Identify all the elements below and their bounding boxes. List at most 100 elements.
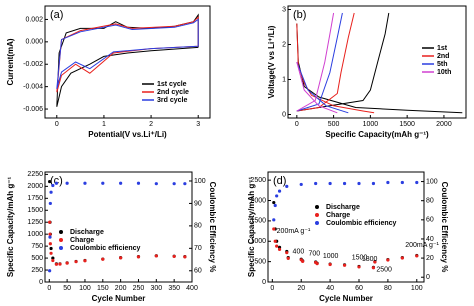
y2-axis-label: Coulombic Efficiency % — [440, 182, 449, 273]
x-tick-label: 50 — [63, 285, 71, 292]
annotation: 1000 — [323, 253, 339, 260]
y-tick-label: 1 — [282, 76, 286, 83]
data-point — [371, 181, 376, 186]
data-point — [272, 218, 276, 222]
y-tick-label: 0.002 — [25, 16, 43, 23]
data-point — [172, 182, 176, 186]
y-tick-label: 1250 — [27, 219, 43, 226]
y2-tick-label: 100 — [426, 178, 438, 185]
legend-label: 5th — [437, 61, 448, 68]
data-point — [285, 184, 289, 188]
y-tick-label: 1500 — [250, 218, 266, 225]
y2-tick-label: 20 — [426, 255, 434, 262]
data-point — [65, 261, 69, 265]
annotation: 200mA g⁻¹ — [405, 242, 439, 249]
y2-tick-label: 40 — [426, 236, 434, 243]
x-axis-label: Potential(V vs.Li⁺/Li) — [88, 130, 167, 139]
y-tick-label: 3 — [282, 6, 286, 13]
x-tick-label: 200 — [115, 285, 127, 292]
data-point — [277, 189, 282, 193]
data-point — [119, 181, 123, 185]
x-axis-label: Cycle Number — [319, 294, 373, 303]
series-line — [296, 12, 349, 114]
data-point — [48, 242, 52, 246]
data-point — [101, 257, 105, 261]
annotation: 1500 — [352, 254, 368, 261]
legend-label: 2nd cycle — [157, 89, 189, 96]
data-point — [54, 181, 59, 185]
data-point — [371, 266, 376, 270]
legend-swatch — [315, 213, 319, 217]
y2-tick-label: 80 — [426, 198, 434, 205]
x-axis-label: Cycle Number — [92, 294, 146, 303]
data-point — [183, 182, 187, 186]
x-tick-label: 2 — [149, 121, 153, 128]
x-tick-label: 150 — [97, 285, 109, 292]
x-tick-label: 80 — [384, 285, 392, 292]
data-point — [48, 201, 52, 206]
data-point — [154, 182, 158, 186]
y-tick-label: -0.006 — [23, 106, 43, 113]
legend-label: 1st — [437, 45, 448, 52]
data-point — [51, 183, 55, 188]
y2-tick-label: 80 — [194, 223, 202, 230]
series-line — [56, 18, 199, 90]
y2-axis-label: Coulombic Efficiency % — [208, 182, 217, 273]
data-point — [273, 239, 277, 243]
data-point — [119, 256, 123, 260]
y-tick-label: 0 — [282, 111, 286, 118]
y-tick-label: 0 — [262, 279, 266, 286]
y-tick-label: 2 — [282, 41, 286, 48]
legend-label: Discharge — [326, 204, 360, 211]
series-line — [296, 12, 338, 114]
data-point — [415, 180, 419, 185]
data-point — [342, 263, 347, 267]
data-point — [136, 181, 141, 185]
x-tick-label: 60 — [355, 285, 363, 292]
y-axis-label: Specific Capacity/mAh g⁻¹ — [247, 177, 256, 278]
annotation: 700 — [308, 251, 320, 258]
plot-frame — [287, 5, 467, 119]
x-tick-label: 40 — [326, 285, 334, 292]
x-tick-label: 1000 — [363, 121, 379, 128]
data-point — [83, 259, 87, 263]
data-point — [272, 227, 276, 231]
panel-label: (b) — [293, 9, 306, 21]
y-tick-label: 750 — [31, 243, 43, 250]
data-point — [373, 260, 377, 264]
data-point — [65, 181, 69, 185]
x-tick-label: 0 — [47, 285, 51, 292]
data-point — [101, 181, 105, 185]
y2-tick-label: 90 — [194, 200, 202, 207]
annotation: 400 — [293, 249, 305, 256]
data-point — [342, 181, 347, 186]
y-tick-label: -0.004 — [23, 83, 43, 90]
data-point — [51, 258, 55, 263]
y-tick-label: 0 — [39, 279, 43, 286]
data-point — [48, 220, 52, 224]
data-point — [49, 251, 53, 255]
y-tick-label: -0.002 — [23, 61, 43, 68]
data-point — [48, 232, 52, 236]
data-point — [315, 262, 319, 266]
data-point — [154, 254, 158, 258]
x-tick-label: 300 — [150, 285, 162, 292]
panel-label: (c) — [50, 175, 63, 187]
x-tick-label: 350 — [168, 285, 180, 292]
x-tick-label: 20 — [297, 285, 305, 292]
legend-label: 3rd cycle — [157, 97, 187, 104]
x-tick-label: 400 — [186, 285, 198, 292]
data-point — [275, 244, 279, 248]
data-point — [49, 246, 53, 251]
legend-swatch — [315, 205, 319, 209]
data-point — [48, 235, 52, 239]
data-point — [277, 247, 282, 252]
data-point — [286, 256, 290, 260]
data-point — [74, 260, 78, 264]
x-tick-label: 2000 — [436, 121, 452, 128]
y2-tick-label: 60 — [194, 268, 202, 275]
data-point — [299, 182, 303, 187]
data-point — [415, 254, 419, 258]
legend-swatch — [59, 230, 63, 234]
